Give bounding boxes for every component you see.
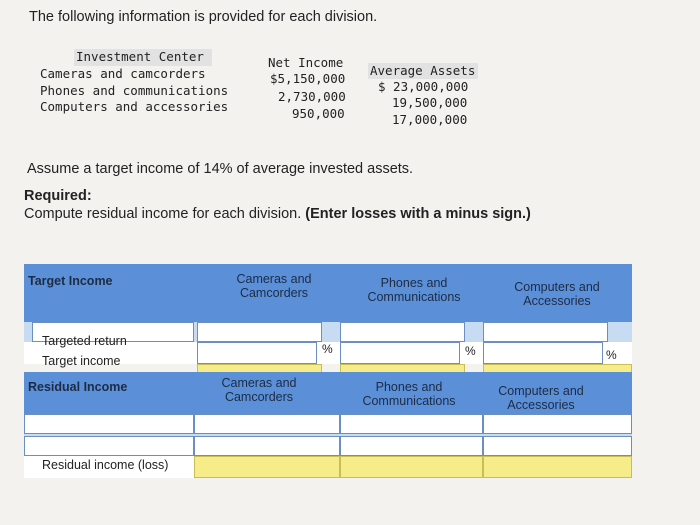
rate-input-phones[interactable] <box>340 342 460 364</box>
targeted-return-row <box>24 342 632 364</box>
row-income-computers: 950,000 <box>292 106 345 121</box>
residual-input-1-cameras[interactable] <box>194 414 340 434</box>
blank-input-cameras[interactable] <box>197 322 322 342</box>
required-note: (Enter losses with a minus sign.) <box>305 206 531 222</box>
row-center-computers: Computers and accessories <box>40 99 229 114</box>
header-net-income: Net Income <box>268 55 344 70</box>
residual-result-phones[interactable] <box>340 456 483 478</box>
residual-input-1-computers[interactable] <box>483 414 632 434</box>
rate-input-computers[interactable] <box>483 342 603 364</box>
residual-result-cameras[interactable] <box>194 456 340 478</box>
row-assets-computers: 17,000,000 <box>392 112 468 127</box>
residual-input-1-phones[interactable] <box>340 414 483 434</box>
label-targeted-return: Targeted return <box>42 334 127 348</box>
row-assets-phones: 19,500,000 <box>392 95 468 110</box>
residual-header-computers: Computers and Accessories <box>498 384 584 412</box>
header-phones: Phones and Communications <box>367 276 461 304</box>
row-income-phones: 2,730,000 <box>278 89 346 104</box>
residual-header-row <box>24 372 632 414</box>
label-residual-income-loss: Residual income (loss) <box>42 458 169 472</box>
residual-input-2-cameras[interactable] <box>194 436 340 456</box>
required-text: Compute residual income for each divisio… <box>24 206 531 222</box>
blank-input-phones[interactable] <box>340 322 465 342</box>
header-target-income: Target Income <box>28 274 113 288</box>
pct-computers: % <box>606 348 617 362</box>
blank-input-label[interactable] <box>32 322 194 342</box>
residual-header-phones: Phones and Communications <box>362 380 456 408</box>
required-title: Required: <box>24 188 92 204</box>
blank-input-computers[interactable] <box>483 322 608 342</box>
header-computers: Computers and Accessories <box>514 280 600 308</box>
header-investment-center: Investment Center <box>76 49 204 64</box>
header-cameras: Cameras and Camcorders <box>236 272 312 300</box>
residual-input-2-phones[interactable] <box>340 436 483 456</box>
required-instruction: Compute residual income for each divisio… <box>24 206 302 222</box>
intro-text: The following information is provided fo… <box>29 9 378 25</box>
pct-phones: % <box>465 344 476 358</box>
residual-result-computers[interactable] <box>483 456 632 478</box>
grid-header-row <box>24 264 632 322</box>
residual-income-label: Residual Income <box>28 380 128 394</box>
residual-input-1-label[interactable] <box>24 414 194 434</box>
row-income-cameras: $5,150,000 <box>270 71 346 86</box>
residual-income-grid: Target Income Cameras and Camcorders Pho… <box>24 264 632 478</box>
residual-header-cameras: Cameras and Camcorders <box>221 376 297 404</box>
row-center-phones: Phones and communications <box>40 83 229 98</box>
row-assets-cameras: $ 23,000,000 <box>378 79 469 94</box>
header-average-assets: Average Assets <box>370 63 476 78</box>
row-center-cameras: Cameras and camcorders <box>40 66 206 81</box>
residual-input-2-label[interactable] <box>24 436 194 456</box>
label-target-income: Target income <box>42 354 121 368</box>
assumption-text: Assume a target income of 14% of average… <box>27 161 414 177</box>
pct-cameras: % <box>322 342 333 356</box>
rate-input-cameras[interactable] <box>197 342 317 364</box>
residual-input-2-computers[interactable] <box>483 436 632 456</box>
